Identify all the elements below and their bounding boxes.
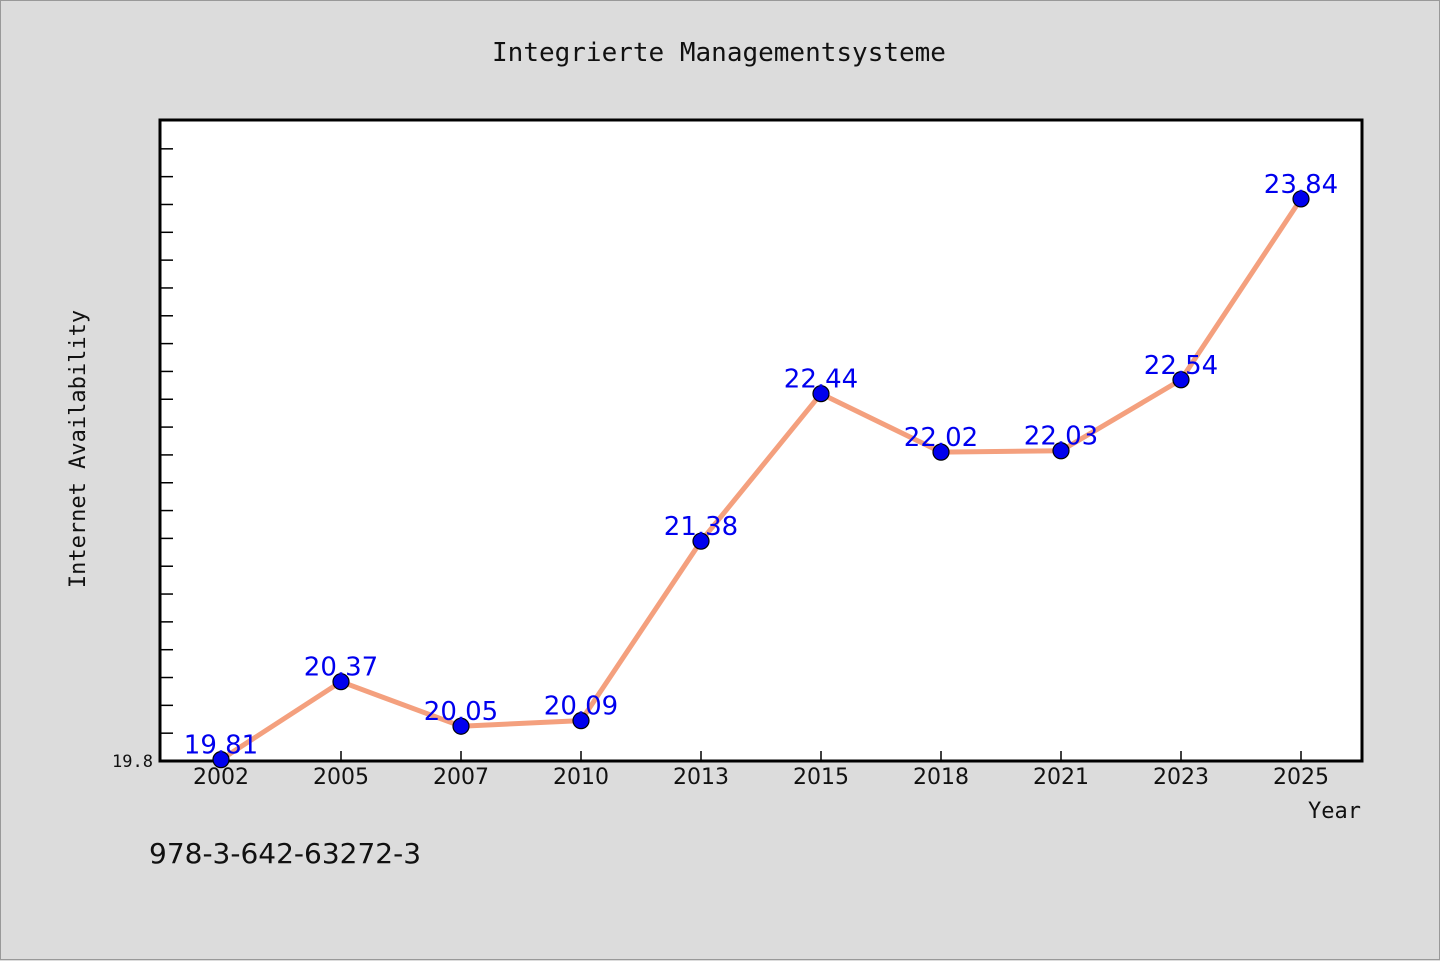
y-axis-minor-ticks: [161, 148, 173, 734]
data-point: [692, 532, 710, 550]
x-axis-ticks: 2002 2005 2007 2010 2013 2015 2018 2021 2023 2025: [193, 751, 1329, 790]
data-label: 22.03: [1024, 422, 1098, 452]
data-point: [332, 673, 350, 691]
x-axis-label: Year: [1308, 799, 1361, 824]
data-label: 22.54: [1144, 351, 1218, 381]
x-tick-label: 2002: [193, 765, 249, 790]
data-labels-group: 19.81 20.37 20.05 20.09 21.38 22.44 22.02 22.03…: [184, 170, 1338, 761]
data-label: 20.09: [544, 692, 618, 722]
chart-title: Integrierte Managementsysteme: [492, 38, 946, 68]
series-line: [219, 197, 1304, 762]
y-axis-label: Internet Availability: [66, 310, 91, 588]
plot-area: [158, 118, 1364, 763]
x-tick-label: 2023: [1153, 765, 1209, 790]
data-label: 22.02: [904, 423, 978, 453]
x-tick-label: 2007: [433, 765, 489, 790]
data-label: 23.84: [1264, 170, 1338, 200]
data-label: 20.37: [304, 653, 378, 683]
data-label: 22.44: [784, 365, 858, 395]
footer-isbn: 978-3-642-63272-3: [149, 837, 421, 870]
data-point: [212, 751, 230, 769]
y-axis-ticks: 19.8: [112, 752, 153, 772]
x-tick-label: 2015: [793, 765, 849, 790]
x-tick-label: 2013: [673, 765, 729, 790]
data-point: [1172, 371, 1190, 389]
x-tick-label: 2005: [313, 765, 369, 790]
data-point: [572, 712, 590, 730]
data-point: [1292, 190, 1310, 208]
data-label: 20.05: [424, 697, 498, 727]
y-tick-label: 19.8: [112, 752, 153, 772]
data-point: [932, 443, 950, 461]
x-tick-label: 2018: [913, 765, 969, 790]
x-tick-label: 2021: [1033, 765, 1089, 790]
data-label: 19.81: [184, 731, 258, 761]
data-point: [1052, 442, 1070, 460]
data-point: [452, 717, 470, 735]
data-point: [812, 385, 830, 403]
x-tick-label: 2025: [1273, 765, 1329, 790]
data-label: 21.38: [664, 512, 738, 542]
series-group: [212, 190, 1310, 769]
x-tick-label: 2010: [553, 765, 609, 790]
